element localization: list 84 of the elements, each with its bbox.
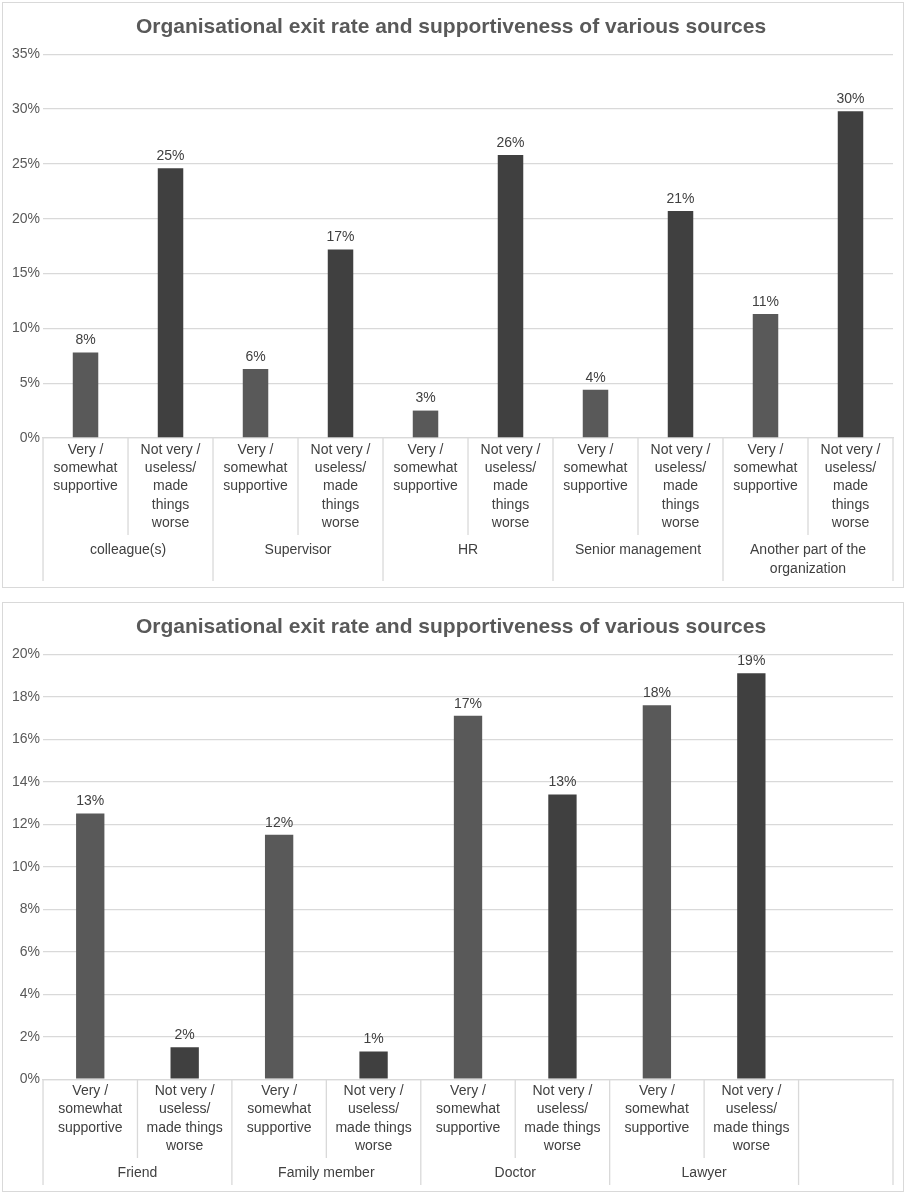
text: Lawyer (681, 1163, 728, 1180)
data-label: 2% (174, 1026, 195, 1043)
x-tick-label: Not very / useless/ made things worse (820, 440, 881, 530)
data-label: 18% (642, 684, 671, 701)
bar (264, 834, 294, 1079)
bar (752, 314, 779, 438)
bar (170, 1047, 199, 1079)
y-tick-label: 2% (19, 1027, 41, 1044)
data-label: 6% (245, 347, 266, 364)
y-tick-label: 0% (19, 1070, 41, 1087)
x-tick-label: Not very / useless/ made things worse (713, 1082, 790, 1153)
x-tick-label: Very / somewhat supportive (246, 1082, 312, 1135)
x-tick-label: Not very / useless/ made things worse (335, 1082, 412, 1153)
data-label: 4% (585, 368, 606, 385)
chart-title: Organisational exit rate and supportiveness of various sources (135, 614, 767, 638)
bar (497, 155, 524, 438)
x-tick-label: Not very / useless/ made things worse (650, 440, 711, 530)
data-label: 8% (75, 331, 96, 348)
data-label: 17% (453, 694, 483, 711)
y-tick-label: 14% (11, 772, 41, 789)
bar (667, 211, 694, 438)
x-tick-label: Very / somewhat supportive (223, 440, 289, 494)
data-label: 12% (265, 813, 294, 830)
y-tick-label: 8% (19, 900, 41, 917)
x-tick-label: Very / somewhat supportive (53, 440, 119, 494)
y-tick-label: 10% (11, 857, 41, 874)
text: Family member (278, 1163, 375, 1180)
x-tick-label: Not very / useless/ made things worse (146, 1082, 223, 1153)
y-tick-label: 5% (19, 374, 41, 391)
data-label: 26% (496, 133, 525, 150)
y-tick-label: 25% (11, 154, 41, 171)
bar (453, 715, 483, 1079)
data-label: 3% (415, 389, 436, 406)
bar (157, 168, 184, 438)
y-tick-label: 16% (11, 730, 41, 747)
bar (359, 1051, 388, 1079)
data-label: 13% (76, 792, 105, 809)
bar (76, 813, 105, 1079)
y-tick-label: 10% (11, 319, 41, 336)
data-label: 17% (326, 228, 355, 245)
text: colleague(s) (89, 540, 167, 557)
y-tick-label: 0% (19, 428, 41, 445)
y-tick-label: 12% (11, 815, 41, 832)
x-tick-label: Very / somewhat supportive (435, 1082, 501, 1135)
data-label: 21% (666, 189, 695, 206)
x-tick-label: Not very / useless/ made things worse (524, 1082, 601, 1153)
y-tick-label: 4% (19, 985, 41, 1002)
y-tick-label: 18% (11, 687, 41, 704)
y-tick-label: 20% (11, 645, 41, 662)
bar (837, 111, 864, 438)
text: Another part of the organization (750, 540, 867, 576)
bar (582, 389, 609, 438)
data-label: 11% (752, 292, 779, 309)
data-label: 25% (156, 147, 185, 164)
x-tick-label: Not very / useless/ made things worse (310, 440, 371, 530)
data-label: 1% (363, 1030, 384, 1047)
text: Friend (117, 1163, 158, 1180)
bar (327, 249, 354, 438)
x-tick-label: Not very / useless/ made things worse (480, 440, 541, 530)
bar (242, 368, 269, 438)
chart-title: Organisational exit rate and supportiveness of various sources (135, 14, 767, 38)
data-label: 13% (548, 773, 577, 790)
bar (412, 410, 439, 438)
y-tick-label: 30% (11, 99, 41, 116)
y-tick-label: 15% (11, 264, 41, 281)
data-label: 30% (836, 90, 865, 107)
bar (548, 794, 577, 1079)
bar (737, 673, 766, 1079)
x-tick-label: Not very / useless/ made things worse (140, 440, 201, 530)
x-tick-label: Very / somewhat supportive (57, 1082, 123, 1135)
x-tick-label: Very / somewhat supportive (563, 440, 629, 494)
text: Doctor (494, 1163, 537, 1180)
text: Supervisor (264, 540, 332, 557)
y-tick-label: 35% (11, 45, 41, 62)
x-tick-label: Very / somewhat supportive (393, 440, 459, 494)
text: Senior management (574, 540, 702, 557)
bar (72, 352, 99, 438)
data-label: 19% (737, 652, 766, 669)
y-tick-label: 6% (19, 942, 41, 959)
bar (642, 705, 672, 1079)
x-tick-label: Very / somewhat supportive (624, 1082, 690, 1135)
text: HR (457, 540, 479, 557)
y-tick-label: 20% (11, 209, 41, 226)
x-tick-label: Very / somewhat supportive (733, 440, 799, 494)
